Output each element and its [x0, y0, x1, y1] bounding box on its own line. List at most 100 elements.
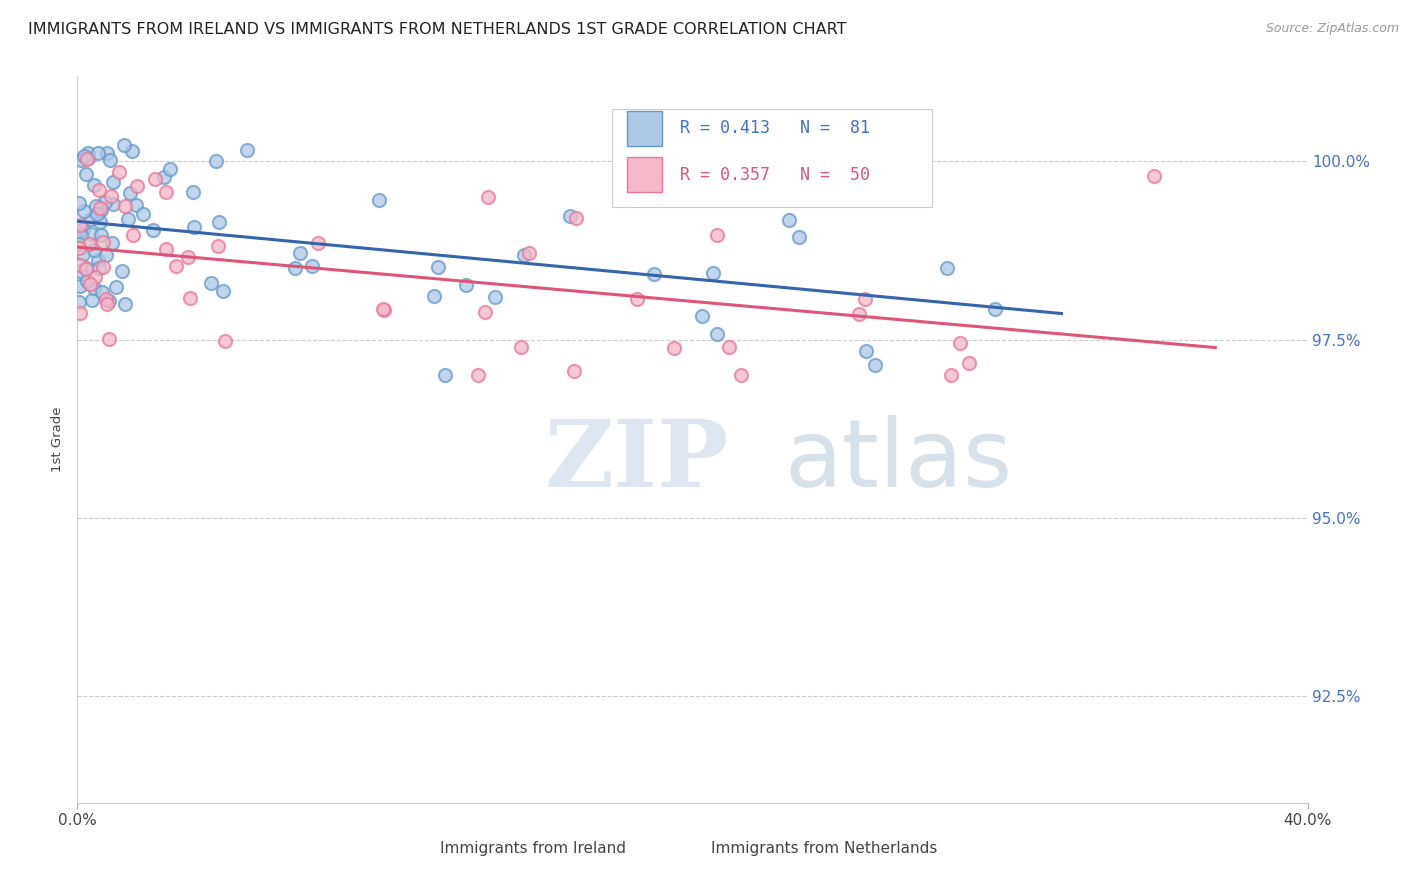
Text: Immigrants from Ireland: Immigrants from Ireland [440, 841, 626, 856]
Point [69, 258, 91, 272]
Point [86, 207, 108, 221]
Point [983, 302, 1005, 317]
Point [83, 281, 105, 295]
Point [76, 274, 98, 288]
Point [702, 266, 724, 280]
Point [208, 214, 231, 228]
Point [145, 172, 167, 186]
Point [91, 260, 114, 274]
Point [643, 267, 665, 281]
Point [558, 209, 581, 223]
Point [90, 227, 112, 242]
Point [662, 341, 685, 355]
Point [127, 179, 149, 194]
Point [565, 211, 588, 226]
Point [69, 306, 91, 320]
Point [90, 202, 112, 217]
Point [114, 296, 136, 310]
Point [112, 137, 135, 152]
FancyBboxPatch shape [613, 109, 932, 207]
Point [179, 291, 201, 305]
Point [87, 183, 110, 197]
Point [623, 155, 645, 169]
Point [467, 368, 489, 383]
Point [105, 279, 128, 293]
Point [79, 277, 101, 292]
Point [181, 185, 204, 199]
Point [159, 161, 181, 176]
Point [454, 278, 477, 293]
Point [117, 212, 139, 227]
Point [301, 259, 323, 273]
Point [853, 292, 876, 306]
Point [76, 152, 98, 166]
Point [153, 170, 176, 185]
Text: ZIP: ZIP [546, 417, 730, 506]
Point [82, 293, 104, 307]
Point [519, 245, 541, 260]
Point [87, 260, 110, 275]
Point [101, 197, 124, 211]
Point [80, 227, 103, 242]
Point [200, 276, 222, 290]
Point [108, 165, 131, 179]
Point [75, 262, 97, 277]
Point [67, 196, 90, 211]
Point [72, 221, 94, 235]
Point [212, 284, 235, 298]
Point [855, 343, 877, 358]
FancyBboxPatch shape [668, 836, 695, 861]
Point [155, 242, 177, 256]
Point [367, 193, 389, 207]
Point [848, 307, 870, 321]
Point [957, 356, 980, 370]
Text: IMMIGRANTS FROM IRELAND VS IMMIGRANTS FROM NETHERLANDS 1ST GRADE CORRELATION CHA: IMMIGRANTS FROM IRELAND VS IMMIGRANTS FR… [28, 22, 846, 37]
Point [510, 340, 533, 354]
Point [949, 336, 972, 351]
Point [512, 248, 534, 262]
Point [100, 189, 122, 203]
FancyBboxPatch shape [398, 836, 425, 861]
Point [98, 332, 121, 346]
Point [67, 294, 90, 309]
Point [93, 194, 115, 209]
Point [67, 241, 90, 255]
Point [863, 358, 886, 372]
Point [477, 190, 499, 204]
Point [177, 250, 200, 264]
Point [75, 260, 97, 275]
Point [373, 302, 395, 317]
Point [96, 145, 118, 160]
Point [87, 146, 110, 161]
Point [484, 290, 506, 304]
Point [236, 144, 259, 158]
Point [91, 235, 114, 249]
Point [626, 292, 648, 306]
Point [474, 305, 496, 319]
Point [73, 149, 96, 163]
Point [94, 292, 117, 306]
Point [98, 153, 121, 168]
Point [89, 215, 111, 229]
Point [77, 152, 100, 166]
Point [77, 237, 100, 252]
Text: atlas: atlas [785, 415, 1012, 508]
Point [690, 309, 713, 323]
Point [183, 220, 205, 235]
Point [427, 260, 450, 274]
Point [101, 235, 124, 250]
Point [96, 296, 118, 310]
Point [76, 146, 98, 161]
Point [96, 248, 118, 262]
Point [69, 279, 91, 293]
Point [284, 260, 307, 275]
Point [73, 203, 96, 218]
Text: R = 0.413   N =  81: R = 0.413 N = 81 [681, 120, 870, 137]
Point [101, 175, 124, 189]
Point [121, 144, 143, 158]
Point [84, 199, 107, 213]
Point [307, 236, 329, 251]
Point [67, 237, 90, 252]
Point [132, 207, 155, 221]
Point [89, 202, 111, 216]
